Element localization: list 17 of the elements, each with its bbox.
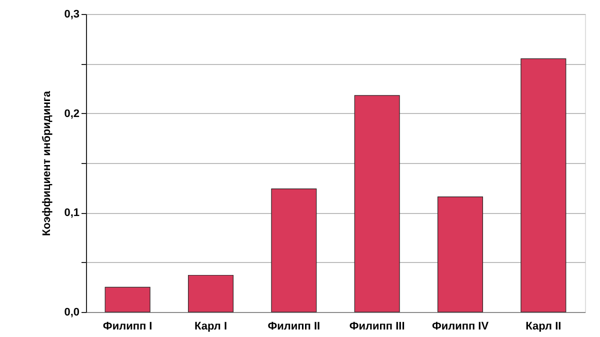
x-tick-label: Филипп I — [102, 320, 152, 332]
bar — [520, 58, 566, 312]
y-tick-label: 0,2 — [64, 108, 80, 120]
bar — [271, 188, 317, 312]
x-tick-label: Карл I — [194, 320, 228, 332]
bar — [104, 286, 150, 312]
x-tick-label: Филипп II — [268, 320, 320, 332]
bar — [188, 274, 234, 312]
bar — [354, 95, 400, 312]
x-tick-label: Филипп IV — [432, 320, 490, 332]
x-tick-label: Карл II — [526, 320, 562, 332]
y-axis-title: Коэффициент инбридинга — [41, 90, 54, 236]
y-tick-label: 0,3 — [64, 8, 80, 20]
y-tick-label: 0,1 — [64, 207, 80, 220]
y-tick-label: 0,0 — [64, 306, 80, 318]
bar — [437, 196, 484, 312]
x-tick-label: Филипп III — [349, 320, 405, 332]
